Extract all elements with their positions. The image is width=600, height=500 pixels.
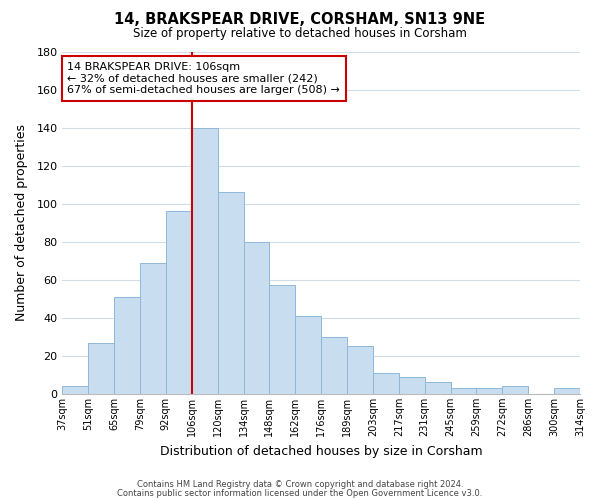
Bar [88,342,114,394]
Bar [399,377,425,394]
Bar [347,346,373,394]
Bar [295,316,321,394]
Bar [269,286,295,394]
Bar [451,388,476,394]
Y-axis label: Number of detached properties: Number of detached properties [15,124,28,321]
Bar [425,382,451,394]
Text: Contains HM Land Registry data © Crown copyright and database right 2024.: Contains HM Land Registry data © Crown c… [137,480,463,489]
Text: 14, BRAKSPEAR DRIVE, CORSHAM, SN13 9NE: 14, BRAKSPEAR DRIVE, CORSHAM, SN13 9NE [115,12,485,28]
Bar [373,373,399,394]
Text: 14 BRAKSPEAR DRIVE: 106sqm
← 32% of detached houses are smaller (242)
67% of sem: 14 BRAKSPEAR DRIVE: 106sqm ← 32% of deta… [67,62,340,95]
Bar [192,128,218,394]
Bar [502,386,528,394]
Text: Size of property relative to detached houses in Corsham: Size of property relative to detached ho… [133,28,467,40]
Text: Contains public sector information licensed under the Open Government Licence v3: Contains public sector information licen… [118,488,482,498]
Bar [321,337,347,394]
Bar [554,388,580,394]
Bar [62,386,88,394]
Bar [244,242,269,394]
Bar [140,262,166,394]
Bar [476,388,502,394]
Bar [114,297,140,394]
X-axis label: Distribution of detached houses by size in Corsham: Distribution of detached houses by size … [160,444,482,458]
Bar [218,192,244,394]
Bar [166,212,192,394]
